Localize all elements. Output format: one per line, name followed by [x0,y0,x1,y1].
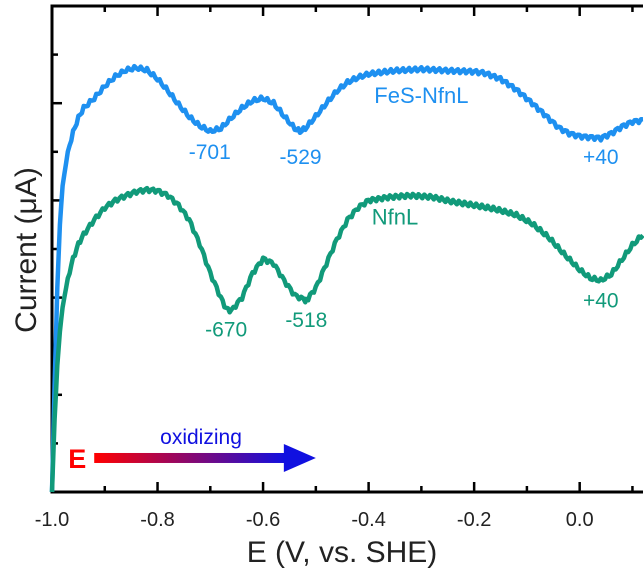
peak-annotation: +40 [583,146,619,169]
x-tick-label: -0.8 [140,509,174,531]
peak-annotation: -518 [285,309,327,332]
y-axis-title: Current (μA) [10,167,43,333]
x-tick-label: -0.2 [457,509,491,531]
peak-annotation: -701 [189,141,231,164]
series-labels: FeS-NfnL NfnL [372,83,469,230]
x-tick-label: 0.0 [566,509,594,531]
x-axis-title: E (V, vs. SHE) [247,536,438,569]
scan-arrow-label: oxidizing [160,426,242,449]
series-line-nfnl [49,185,644,493]
peak-annotation: +40 [583,289,619,312]
series-line-fes-nfnl [49,63,644,493]
peak-annotations: -701 -529 +40 -670 -518 +40 [189,141,619,341]
series-label: NfnL [372,205,418,230]
peak-annotation: -670 [205,318,247,341]
peak-annotation: -529 [280,146,322,169]
scan-arrow-head [283,443,316,472]
scan-arrow-shaft [94,452,286,463]
x-tick-label: -0.6 [246,509,280,531]
x-tick-label: -0.4 [351,509,385,531]
x-axis-tick-labels: -1.0 -0.8 -0.6 -0.4 -0.2 0.0 [35,509,594,531]
x-axis-ticks [50,6,634,492]
x-tick-label: -1.0 [35,509,69,531]
series-label: FeS-NfnL [374,83,468,108]
series-lines [49,63,644,493]
scan-letter-e: E [68,444,86,474]
